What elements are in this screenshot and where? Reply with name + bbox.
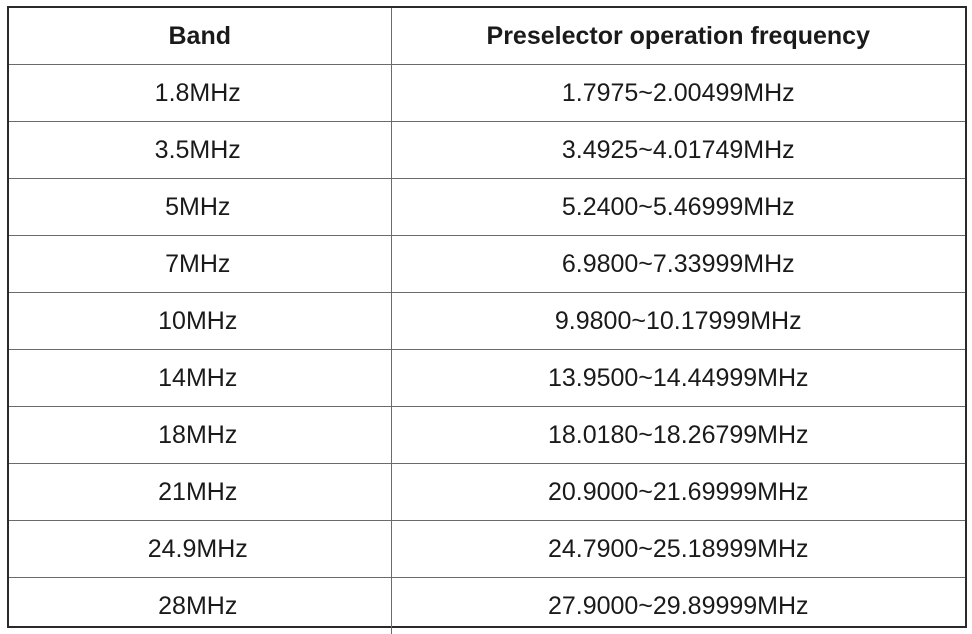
frequency-table-frame: Band Preselector operation frequency 1.8… (7, 6, 967, 628)
frequency-cell: 1.7975~2.00499MHz (391, 65, 965, 122)
frequency-cell: 27.9000~29.89999MHz (391, 578, 965, 634)
band-cell: 21MHz (9, 464, 391, 521)
header-band: Band (9, 8, 391, 65)
frequency-cell: 9.9800~10.17999MHz (391, 293, 965, 350)
band-cell: 28MHz (9, 578, 391, 634)
table-row: 7MHz 6.9800~7.33999MHz (9, 236, 965, 293)
table-row: 28MHz 27.9000~29.89999MHz (9, 578, 965, 634)
frequency-cell: 18.0180~18.26799MHz (391, 407, 965, 464)
band-cell: 10MHz (9, 293, 391, 350)
table-row: 14MHz 13.9500~14.44999MHz (9, 350, 965, 407)
frequency-cell: 20.9000~21.69999MHz (391, 464, 965, 521)
frequency-table: Band Preselector operation frequency 1.8… (9, 8, 965, 634)
table-row: 5MHz 5.2400~5.46999MHz (9, 179, 965, 236)
band-cell: 3.5MHz (9, 122, 391, 179)
band-cell: 5MHz (9, 179, 391, 236)
band-cell: 1.8MHz (9, 65, 391, 122)
band-cell: 14MHz (9, 350, 391, 407)
table-row: 21MHz 20.9000~21.69999MHz (9, 464, 965, 521)
frequency-cell: 24.7900~25.18999MHz (391, 521, 965, 578)
frequency-cell: 13.9500~14.44999MHz (391, 350, 965, 407)
frequency-cell: 5.2400~5.46999MHz (391, 179, 965, 236)
frequency-cell: 3.4925~4.01749MHz (391, 122, 965, 179)
table-row: 1.8MHz 1.7975~2.00499MHz (9, 65, 965, 122)
header-preselector-frequency: Preselector operation frequency (391, 8, 965, 65)
frequency-cell: 6.9800~7.33999MHz (391, 236, 965, 293)
table-row: 24.9MHz 24.7900~25.18999MHz (9, 521, 965, 578)
band-cell: 7MHz (9, 236, 391, 293)
band-cell: 18MHz (9, 407, 391, 464)
table-row: 3.5MHz 3.4925~4.01749MHz (9, 122, 965, 179)
table-row: 10MHz 9.9800~10.17999MHz (9, 293, 965, 350)
table-row: 18MHz 18.0180~18.26799MHz (9, 407, 965, 464)
table-header-row: Band Preselector operation frequency (9, 8, 965, 65)
band-cell: 24.9MHz (9, 521, 391, 578)
